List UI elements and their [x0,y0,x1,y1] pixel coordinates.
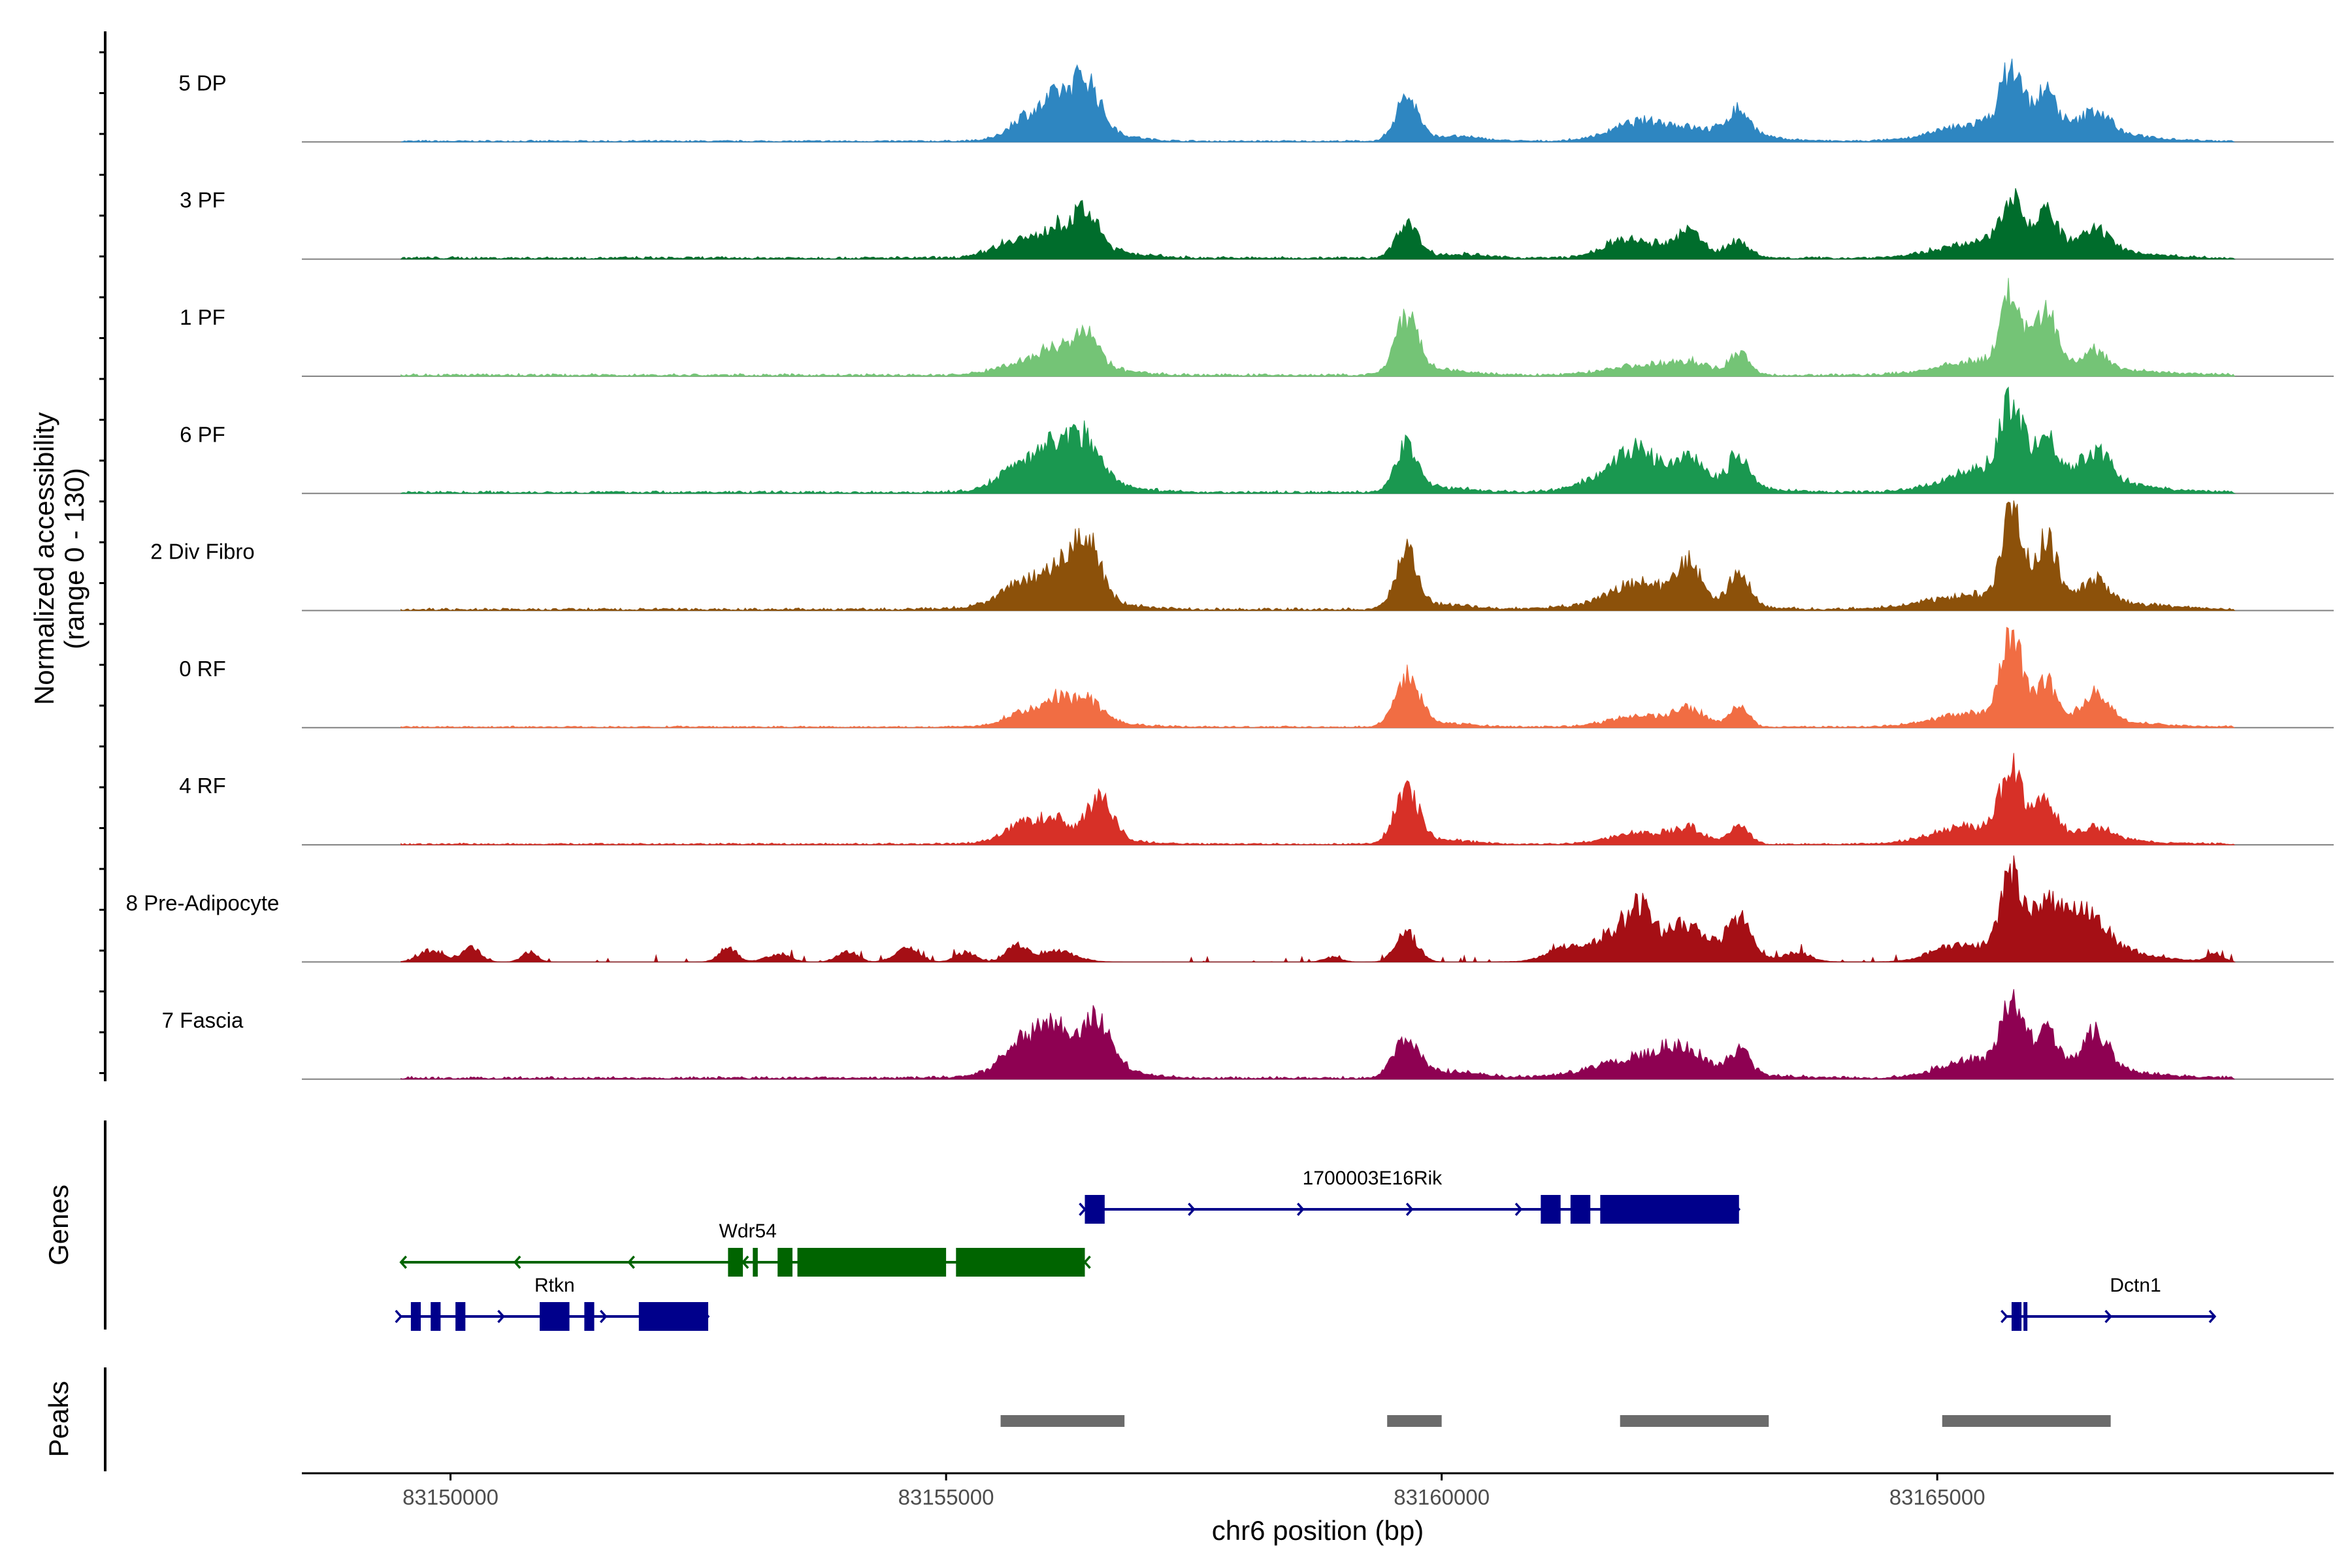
coverage-track-4-rf: 4 RF [179,753,2334,846]
gene-exon [540,1302,570,1331]
strand-arrow [1514,1202,1523,1217]
gene-rtkn: Rtkn [395,1275,710,1331]
strand-arrow [2001,1309,2008,1324]
x-tick-label: 83155000 [898,1485,994,1509]
gene-label: 1700003E16Rik [1303,1168,1443,1189]
peaks-track-title: Peaks [43,1381,74,1458]
gene-track: 1700003E16Rik Wdr54 Rtkn Dctn1 [395,1168,2217,1331]
track-label: 3 PF [180,188,225,212]
y-axis-title-line2: (range 0 - 130) [59,468,90,649]
coverage-track-6-pf: 6 PF [180,386,2334,495]
gene-exon [455,1302,466,1331]
x-axis-title: chr6 position (bp) [1212,1515,1424,1546]
track-label: 0 RF [179,657,226,681]
peak-region [1387,1415,1442,1427]
gene-exon [777,1248,792,1277]
gene-wdr54: Wdr54 [399,1220,1091,1277]
gene-label: Rtkn [534,1275,575,1296]
coverage-area [400,855,2236,963]
coverage-area [400,753,2235,845]
gene-exon [431,1302,441,1331]
strand-arrow [2104,1309,2112,1324]
coverage-area [400,58,2235,142]
coverage-track-7-fascia: 7 Fascia [162,988,2334,1080]
gene-label: Wdr54 [719,1220,777,1242]
y-axis-title-line1: Normalized accessibility [29,412,59,705]
gene-exon [2023,1302,2028,1331]
coverage-track-5-dp: 5 DP [178,58,2334,143]
peak-region [1000,1415,1125,1427]
gene-dctn1: Dctn1 [2001,1275,2217,1331]
strand-arrow [2208,1309,2217,1324]
genes-track-title: Genes [43,1184,74,1266]
gene-exon [797,1248,947,1277]
gene-exon [956,1248,1085,1277]
peak-track [1000,1415,2111,1427]
coverage-area [400,627,2235,728]
coverage-area [400,278,2236,377]
gene-exon [1600,1195,1739,1224]
track-label: 2 Div Fibro [150,540,255,564]
strand-arrow [395,1309,403,1324]
coverage-area [400,386,2236,494]
strand-arrow [1188,1202,1196,1217]
strand-arrow [399,1255,408,1269]
gene-exon [728,1248,743,1277]
strand-arrow [627,1255,635,1269]
strand-arrow [1296,1202,1305,1217]
strand-arrow [1079,1202,1086,1217]
x-tick-label: 83160000 [1394,1485,1490,1509]
coverage-track-3-pf: 3 PF [180,188,2334,260]
gene-exon [1541,1195,1561,1224]
track-label: 4 RF [179,774,226,798]
peak-region [1942,1415,2111,1427]
coverage-area [400,988,2235,1080]
track-label: 7 Fascia [162,1008,244,1032]
gene-exon [2011,1302,2022,1331]
gene-exon [638,1302,708,1331]
coverage-track-8-pre-adipocyte: 8 Pre-Adipocyte [126,855,2334,963]
gene-exon [584,1302,595,1331]
track-label: 1 PF [180,305,225,329]
coverage-track-0-rf: 0 RF [179,627,2334,728]
gene-exon [410,1302,421,1331]
gene-exon [1570,1195,1591,1224]
track-label: 5 DP [178,71,226,95]
strand-arrow [1405,1202,1414,1217]
strand-arrow [1083,1255,1091,1269]
coverage-y-axis-ticks [99,51,105,1074]
x-tick-label: 83165000 [1889,1485,1985,1509]
x-tick-label: 83150000 [402,1485,498,1509]
x-axis-ticks: 83150000 83155000 83160000 83165000 [402,1473,1985,1509]
peak-region [1620,1415,1769,1427]
gene-1700003e16rik: 1700003E16Rik [1079,1168,1741,1224]
track-label: 6 PF [180,422,225,446]
gene-label: Dctn1 [2110,1275,2161,1296]
gene-exon [753,1248,758,1277]
strand-arrow [497,1309,505,1324]
strand-arrow [513,1255,521,1269]
coverage-track-2-div-fibro: 2 Div Fibro [150,500,2334,612]
strand-arrow [599,1309,608,1324]
track-label: 8 Pre-Adipocyte [126,891,280,915]
coverage-area [400,188,2236,260]
coverage-tracks: 5 DP 3 PF 1 PF 6 PF 2 Div Fibro 0 RF 4 RF 8 Pre… [126,58,2334,1080]
coverage-track-1-pf: 1 PF [180,278,2334,377]
coverage-area [400,500,2236,612]
gene-exon [1085,1195,1105,1224]
